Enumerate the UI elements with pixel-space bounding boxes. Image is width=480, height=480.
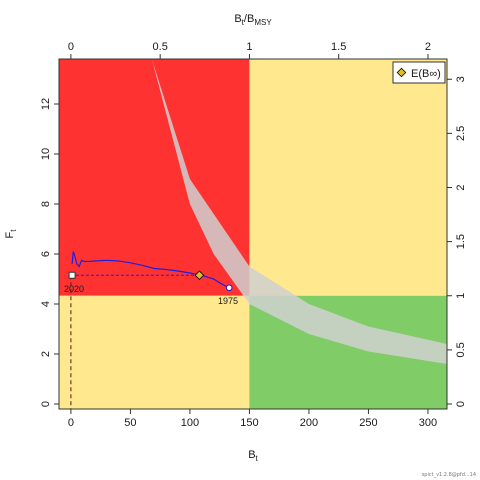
plot-frame (58, 58, 448, 410)
top-tick-label: 0 (68, 41, 74, 53)
right-tick-label: 0.5 (455, 342, 467, 357)
x-axis-label: Bt (248, 449, 258, 463)
end-point-marker (68, 271, 76, 279)
top-tick-label: 1.5 (331, 41, 346, 53)
y-tick-label: 6 (40, 251, 52, 257)
right-tick-label: 0 (455, 401, 467, 407)
y-tick-label: 4 (40, 301, 52, 307)
start-point-marker (225, 284, 233, 292)
y-tick-label: 0 (40, 401, 52, 407)
top-tick-label: 2 (425, 41, 431, 53)
expected-biomass-marker (194, 270, 205, 281)
series-line-0 (71, 251, 232, 291)
end-year-label: 2020 (64, 284, 84, 294)
y-tick-label: 10 (40, 148, 52, 160)
trajectory-layer (71, 251, 232, 291)
x-tick-label: 200 (300, 417, 318, 429)
start-year-label: 1975 (218, 296, 238, 306)
top-axis-label: Bt/BMSY (234, 13, 272, 27)
zone-overfishing-not-overfished (249, 59, 447, 296)
top-tick-label: 0.5 (153, 41, 168, 53)
point-markers (68, 270, 233, 292)
msy-confidence-band (151, 59, 447, 364)
status-zones (59, 59, 447, 409)
x-tick-label: 250 (359, 417, 377, 429)
right-tick-label: 2 (455, 184, 467, 190)
top-tick-label: 1 (246, 41, 252, 53)
zone-not-overfishing-overfished (59, 295, 250, 409)
y-tick-label: 12 (40, 98, 52, 110)
legend-marker (396, 67, 407, 78)
x-tick-label: 300 (419, 417, 437, 429)
y-tick-label: 2 (40, 351, 52, 357)
footer-note: spict_v1.2.8@pfd...14 (421, 472, 476, 478)
x-tick-label: 0 (68, 417, 74, 429)
right-tick-label: 1 (455, 293, 467, 299)
right-tick-label: 3 (455, 76, 467, 82)
msy-band-area (151, 59, 447, 364)
x-tick-label: 100 (181, 417, 199, 429)
right-tick-label: 2.5 (455, 126, 467, 141)
x-tick-label: 50 (124, 417, 136, 429)
reference-lines (70, 274, 200, 409)
y-tick-label: 8 (40, 201, 52, 207)
y-axis-label: Ft (4, 229, 18, 239)
legend-label: E(B∞) (411, 68, 441, 80)
right-tick-label: 1.5 (455, 234, 467, 249)
x-tick-label: 150 (240, 417, 258, 429)
legend: E(B∞) (392, 61, 446, 84)
